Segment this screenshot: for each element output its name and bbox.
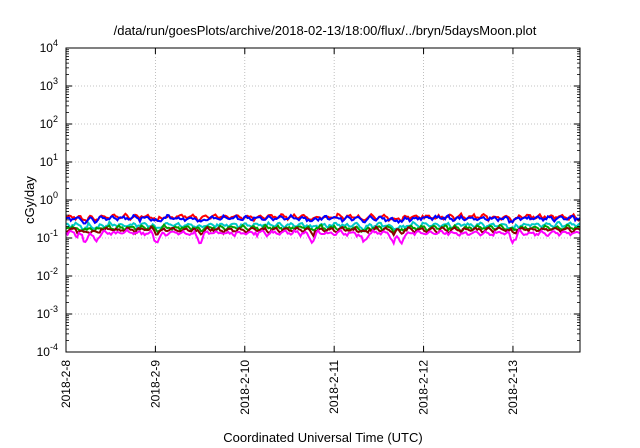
chart-title: /data/run/goesPlots/archive/2018-02-13/1…: [114, 23, 537, 38]
y-tick-label: 104: [40, 38, 58, 55]
x-tick-labels: 2018-2-8 2018-2-9 2018-2-10 2018-2-11 2018-2…: [59, 360, 520, 415]
x-tick-label: 2018-2-13: [506, 360, 520, 415]
y-tick-label: 10-1: [37, 228, 58, 245]
y-tick-label: 101: [40, 152, 58, 169]
y-tick-label: 100: [40, 190, 58, 207]
y-tick-label: 10-3: [37, 304, 58, 321]
y-tick-labels: 10-4 10-3 10-2 10-1 100 101 102 103 104: [37, 38, 58, 359]
series-line: [65, 213, 581, 225]
series-group: [65, 211, 581, 247]
x-tick-label: 2018-2-8: [59, 360, 73, 408]
y-tick-label: 10-2: [37, 266, 58, 283]
y-tick-label: 103: [40, 76, 58, 93]
y-tick-label: 10-4: [37, 342, 58, 359]
plot-frame: [65, 47, 581, 353]
series-line: [65, 228, 581, 247]
y-tick-label: 102: [40, 114, 58, 131]
x-tick-label: 2018-2-9: [148, 360, 162, 408]
x-tick-label: 2018-2-10: [238, 360, 252, 415]
x-tick-label: 2018-2-11: [327, 360, 341, 414]
y-axis-label: cGy/day: [22, 176, 37, 224]
ticks: [65, 47, 580, 353]
grid: [66, 48, 580, 352]
x-axis-label: Coordinated Universal Time (UTC): [223, 430, 422, 445]
x-tick-label: 2018-2-12: [417, 360, 431, 415]
